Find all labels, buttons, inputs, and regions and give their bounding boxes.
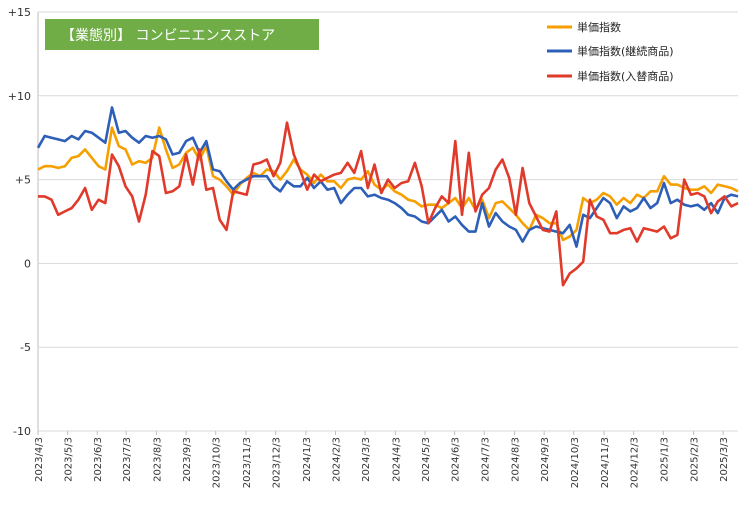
x-tick-label: 2023/4/3: [34, 437, 45, 482]
x-tick-label: 2024/2/3: [332, 437, 343, 482]
x-tick-label: 2025/3/3: [719, 437, 730, 482]
x-tick-label: 2023/7/3: [122, 437, 133, 482]
y-tick-label: +15: [8, 6, 31, 19]
y-tick-label: 0: [24, 257, 31, 270]
x-tick-label: 2024/10/3: [570, 437, 581, 488]
legend: 単価指数 単価指数(継続商品) 単価指数(入替商品): [547, 20, 674, 83]
x-tick-label: 2024/6/3: [451, 437, 462, 482]
x-tick-label: 2023/6/3: [93, 437, 104, 482]
series-lines: [36, 106, 739, 287]
y-tick-label: +5: [15, 174, 31, 187]
y-tick-label: -10: [13, 425, 31, 438]
y-tick-label: +10: [8, 90, 31, 103]
chart-title-box: 【業態別】 コンビニエンスストア: [45, 19, 319, 50]
x-tick-label: 2024/5/3: [421, 437, 432, 482]
y-axis-ticks: +15 +10 +5 0 -5 -10: [8, 6, 31, 438]
x-tick-label: 2024/7/3: [480, 437, 491, 482]
x-tick-label: 2024/4/3: [391, 437, 402, 482]
legend-label-continuing: 単価指数(継続商品): [577, 44, 674, 58]
gridlines: [37, 11, 738, 432]
series-line-0: [37, 126, 739, 242]
x-tick-label: 2025/1/3: [659, 437, 670, 482]
chart-title: 【業態別】 コンビニエンスストア: [61, 28, 275, 44]
x-tick-label: 2024/12/3: [630, 437, 641, 488]
series-line-2: [38, 121, 739, 287]
x-tick-label: 2023/10/3: [212, 437, 223, 488]
chart-title-background: [45, 19, 319, 50]
x-tick-label: 2024/9/3: [540, 437, 551, 482]
series-line-1: [36, 106, 739, 248]
x-tick-label: 2024/8/3: [511, 437, 522, 482]
x-tick-label: 2023/5/3: [64, 437, 75, 482]
x-tick-label: 2023/9/3: [182, 437, 193, 482]
y-tick-label: -5: [20, 341, 31, 354]
legend-label-unit-price: 単価指数: [577, 20, 621, 34]
x-tick-label: 2024/3/3: [361, 437, 372, 482]
x-tick-label: 2023/11/3: [242, 437, 253, 488]
x-tick-label: 2024/11/3: [600, 437, 611, 488]
x-tick-label: 2023/8/3: [152, 437, 163, 482]
x-tick-label: 2025/2/3: [690, 437, 701, 482]
x-axis-ticks: 2023/4/3 2023/5/3 2023/6/3 2023/7/3 2023/8/3…: [34, 431, 730, 488]
legend-label-replacement: 単価指数(入替商品): [577, 69, 674, 83]
x-tick-label: 2023/12/3: [272, 437, 283, 488]
x-tick-label: 2024/1/3: [302, 437, 313, 482]
